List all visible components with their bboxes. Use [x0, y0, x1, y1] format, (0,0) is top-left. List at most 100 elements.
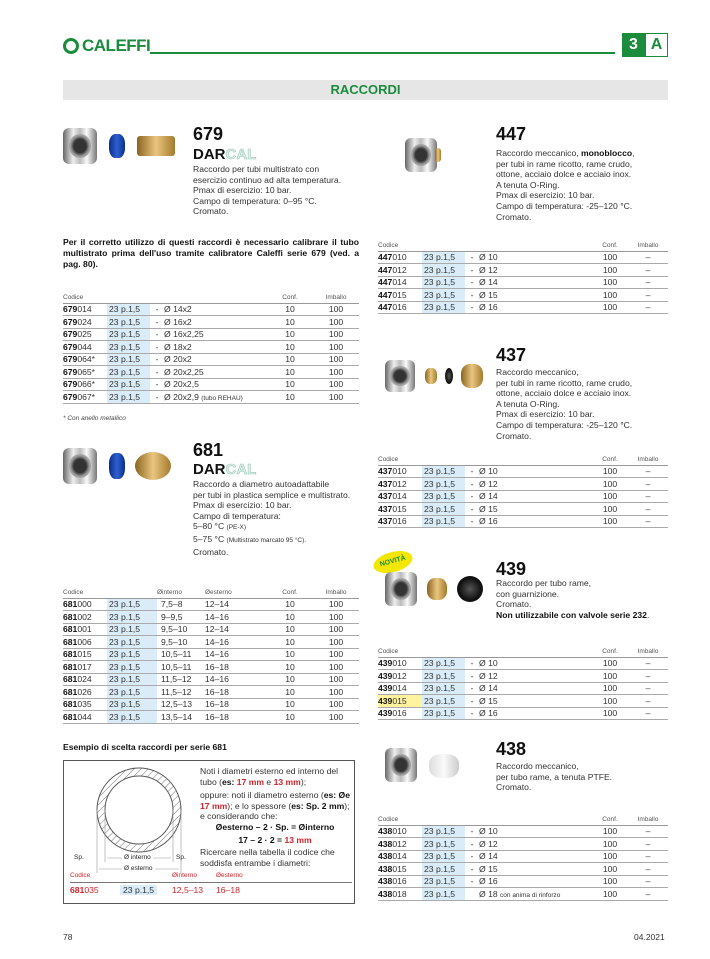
- description-line: Cromato.: [496, 211, 532, 222]
- product-code: 679024: [63, 315, 107, 329]
- product-number: 679: [193, 124, 224, 144]
- conf-qty: 10: [267, 315, 313, 329]
- header-inner-diameter: Øinterno: [157, 587, 205, 599]
- separator: -: [465, 477, 479, 491]
- product-code: 679066*: [63, 378, 107, 391]
- description-line: Raccordo per tubo rame,: [496, 578, 592, 588]
- product-code: 681015: [63, 648, 107, 661]
- product-number: 438: [496, 739, 527, 759]
- table-row: 679067* 23 p.1,5- Ø 20x2,9 (tubo REHAU) 10 1…: [63, 390, 359, 404]
- catalog-page-ref: 23 p.1,5: [422, 875, 465, 888]
- diameter: Ø 10: [479, 465, 592, 478]
- table-row: 439010 23 p.1,5- Ø 10 100–: [378, 657, 668, 670]
- catalog-page-ref: 23 p.1,5: [107, 610, 157, 624]
- diameter: Ø 16x2: [164, 315, 267, 329]
- table-row: 437010 23 p.1,5- Ø 10 100–: [378, 465, 668, 478]
- description-line: Cromato.: [193, 206, 229, 217]
- brand-name: CALEFFI: [82, 36, 151, 55]
- conf-qty: 10: [267, 635, 313, 649]
- inner-diameter: 13,5–14: [157, 710, 205, 724]
- separator: -: [150, 353, 164, 366]
- separator: -: [150, 378, 164, 391]
- outer-diameter: 12–14: [205, 623, 267, 636]
- example-text: Noti i diametri esterno ed interno del t…: [200, 766, 351, 868]
- diameter: Ø 15: [479, 862, 592, 876]
- imballo-qty: –: [628, 490, 668, 503]
- imballo-qty: 100: [313, 610, 359, 624]
- product-number: 447: [496, 124, 527, 144]
- separator: -: [150, 303, 164, 316]
- catalog-page-ref: 23 p.1,5: [422, 669, 465, 683]
- product-code: 439015: [378, 694, 422, 708]
- imballo-qty: –: [628, 288, 668, 302]
- label-sp-right: Sp.: [176, 854, 186, 861]
- catalog-page-ref: 23 p.1,5: [422, 465, 465, 478]
- conf-qty: 10: [267, 328, 313, 341]
- product-description: Raccordo meccanico, per tubi in rame rico…: [496, 367, 632, 441]
- header-imballo: Imballo: [313, 292, 359, 304]
- diameter: Ø 16x2,25: [164, 328, 267, 341]
- conf-qty: 100: [592, 682, 628, 695]
- conf-qty: 100: [592, 669, 628, 683]
- conf-qty: 10: [267, 685, 313, 699]
- catalog-page-ref: 23 p.1,5: [107, 365, 150, 379]
- table-row: 681035 23 p.1,5 12,5–13 16–18 10 100: [63, 698, 359, 711]
- imballo-qty: –: [628, 837, 668, 851]
- header-code: Codice: [63, 292, 107, 304]
- catalog-page-ref: 23 p.1,5: [422, 694, 465, 708]
- catalog-page-ref: 23 p.1,5: [422, 515, 465, 528]
- separator: -: [465, 490, 479, 503]
- table-row: 679064* 23 p.1,5- Ø 20x2 10 100: [63, 353, 359, 366]
- example-table-header: Codice Øinterno Øesterno: [70, 872, 352, 883]
- separator: -: [465, 288, 479, 302]
- description-line: Raccordo meccanico,: [496, 761, 579, 771]
- diameter: Ø 20x2,9 (tubo REHAU): [164, 390, 267, 404]
- outer-diameter: 14–16: [205, 635, 267, 649]
- imballo-qty: –: [628, 825, 668, 838]
- conf-qty: 10: [267, 710, 313, 724]
- header-code: Codice: [378, 240, 422, 252]
- diameter: Ø 18x2: [164, 340, 267, 354]
- imballo-qty: 100: [313, 390, 359, 404]
- outer-diameter: 14–16: [205, 648, 267, 661]
- imballo-qty: 100: [313, 378, 359, 391]
- conf-qty: 10: [267, 660, 313, 674]
- conf-qty: 100: [592, 477, 628, 491]
- table-row: 438018 23 p.1,5 Ø 18 con anima di rinforzo…: [378, 887, 668, 901]
- description-line: Pmax di esercizio: 10 bar.: [496, 409, 595, 420]
- label-outer-diameter: Ø esterno: [122, 865, 155, 872]
- conf-qty: 100: [592, 850, 628, 863]
- table-row: 681015 23 p.1,5 10,5–11 14–16 10 100: [63, 648, 359, 661]
- imballo-qty: 100: [313, 353, 359, 366]
- diameter: Ø 14: [479, 490, 592, 503]
- conf-qty: 10: [267, 598, 313, 611]
- catalog-page-ref: 23 p.1,5: [107, 303, 150, 316]
- product-code: 447014: [378, 276, 422, 289]
- imballo-qty: 100: [313, 623, 359, 636]
- conf-qty: 100: [592, 825, 628, 838]
- header-code: Codice: [378, 454, 422, 466]
- table-row: 447015 23 p.1,5- Ø 15 100–: [378, 288, 668, 302]
- catalog-page-ref: 23 p.1,5: [422, 502, 465, 516]
- conf-qty: 100: [592, 276, 628, 289]
- table-row: 447010 23 p.1,5- Ø 10 100–: [378, 251, 668, 264]
- product-description: Raccordo per tubi multistrato con eserciz…: [193, 164, 341, 217]
- table-row: 681006 23 p.1,5 9,5–10 14–16 10 100: [63, 635, 359, 649]
- separator: -: [465, 465, 479, 478]
- header-code: Codice: [378, 814, 422, 826]
- outer-diameter: 16–18: [205, 660, 267, 674]
- separator: -: [150, 315, 164, 329]
- description-line: esercizio continuo ad alta temperatura.: [193, 174, 342, 185]
- imballo-qty: –: [628, 669, 668, 683]
- product-table-439: Codice Conf. Imballo 439010 23 p.1,5- Ø 10 100…: [378, 646, 668, 720]
- table-row: 439012 23 p.1,5- Ø 12 100–: [378, 669, 668, 683]
- product-code: 439014: [378, 682, 422, 695]
- description-line: Campo di temperatura: 0–95 °C.: [193, 195, 317, 206]
- label-inner-diameter: Ø interno: [122, 854, 153, 861]
- description-line: Raccordo meccanico,: [496, 367, 579, 377]
- product-code: 679014: [63, 303, 107, 316]
- table-row: 681017 23 p.1,5 10,5–11 16–18 10 100: [63, 660, 359, 674]
- description-line: Cromato.: [496, 430, 532, 441]
- table-row: 438016 23 p.1,5- Ø 16 100–: [378, 875, 668, 888]
- imballo-qty: –: [628, 515, 668, 528]
